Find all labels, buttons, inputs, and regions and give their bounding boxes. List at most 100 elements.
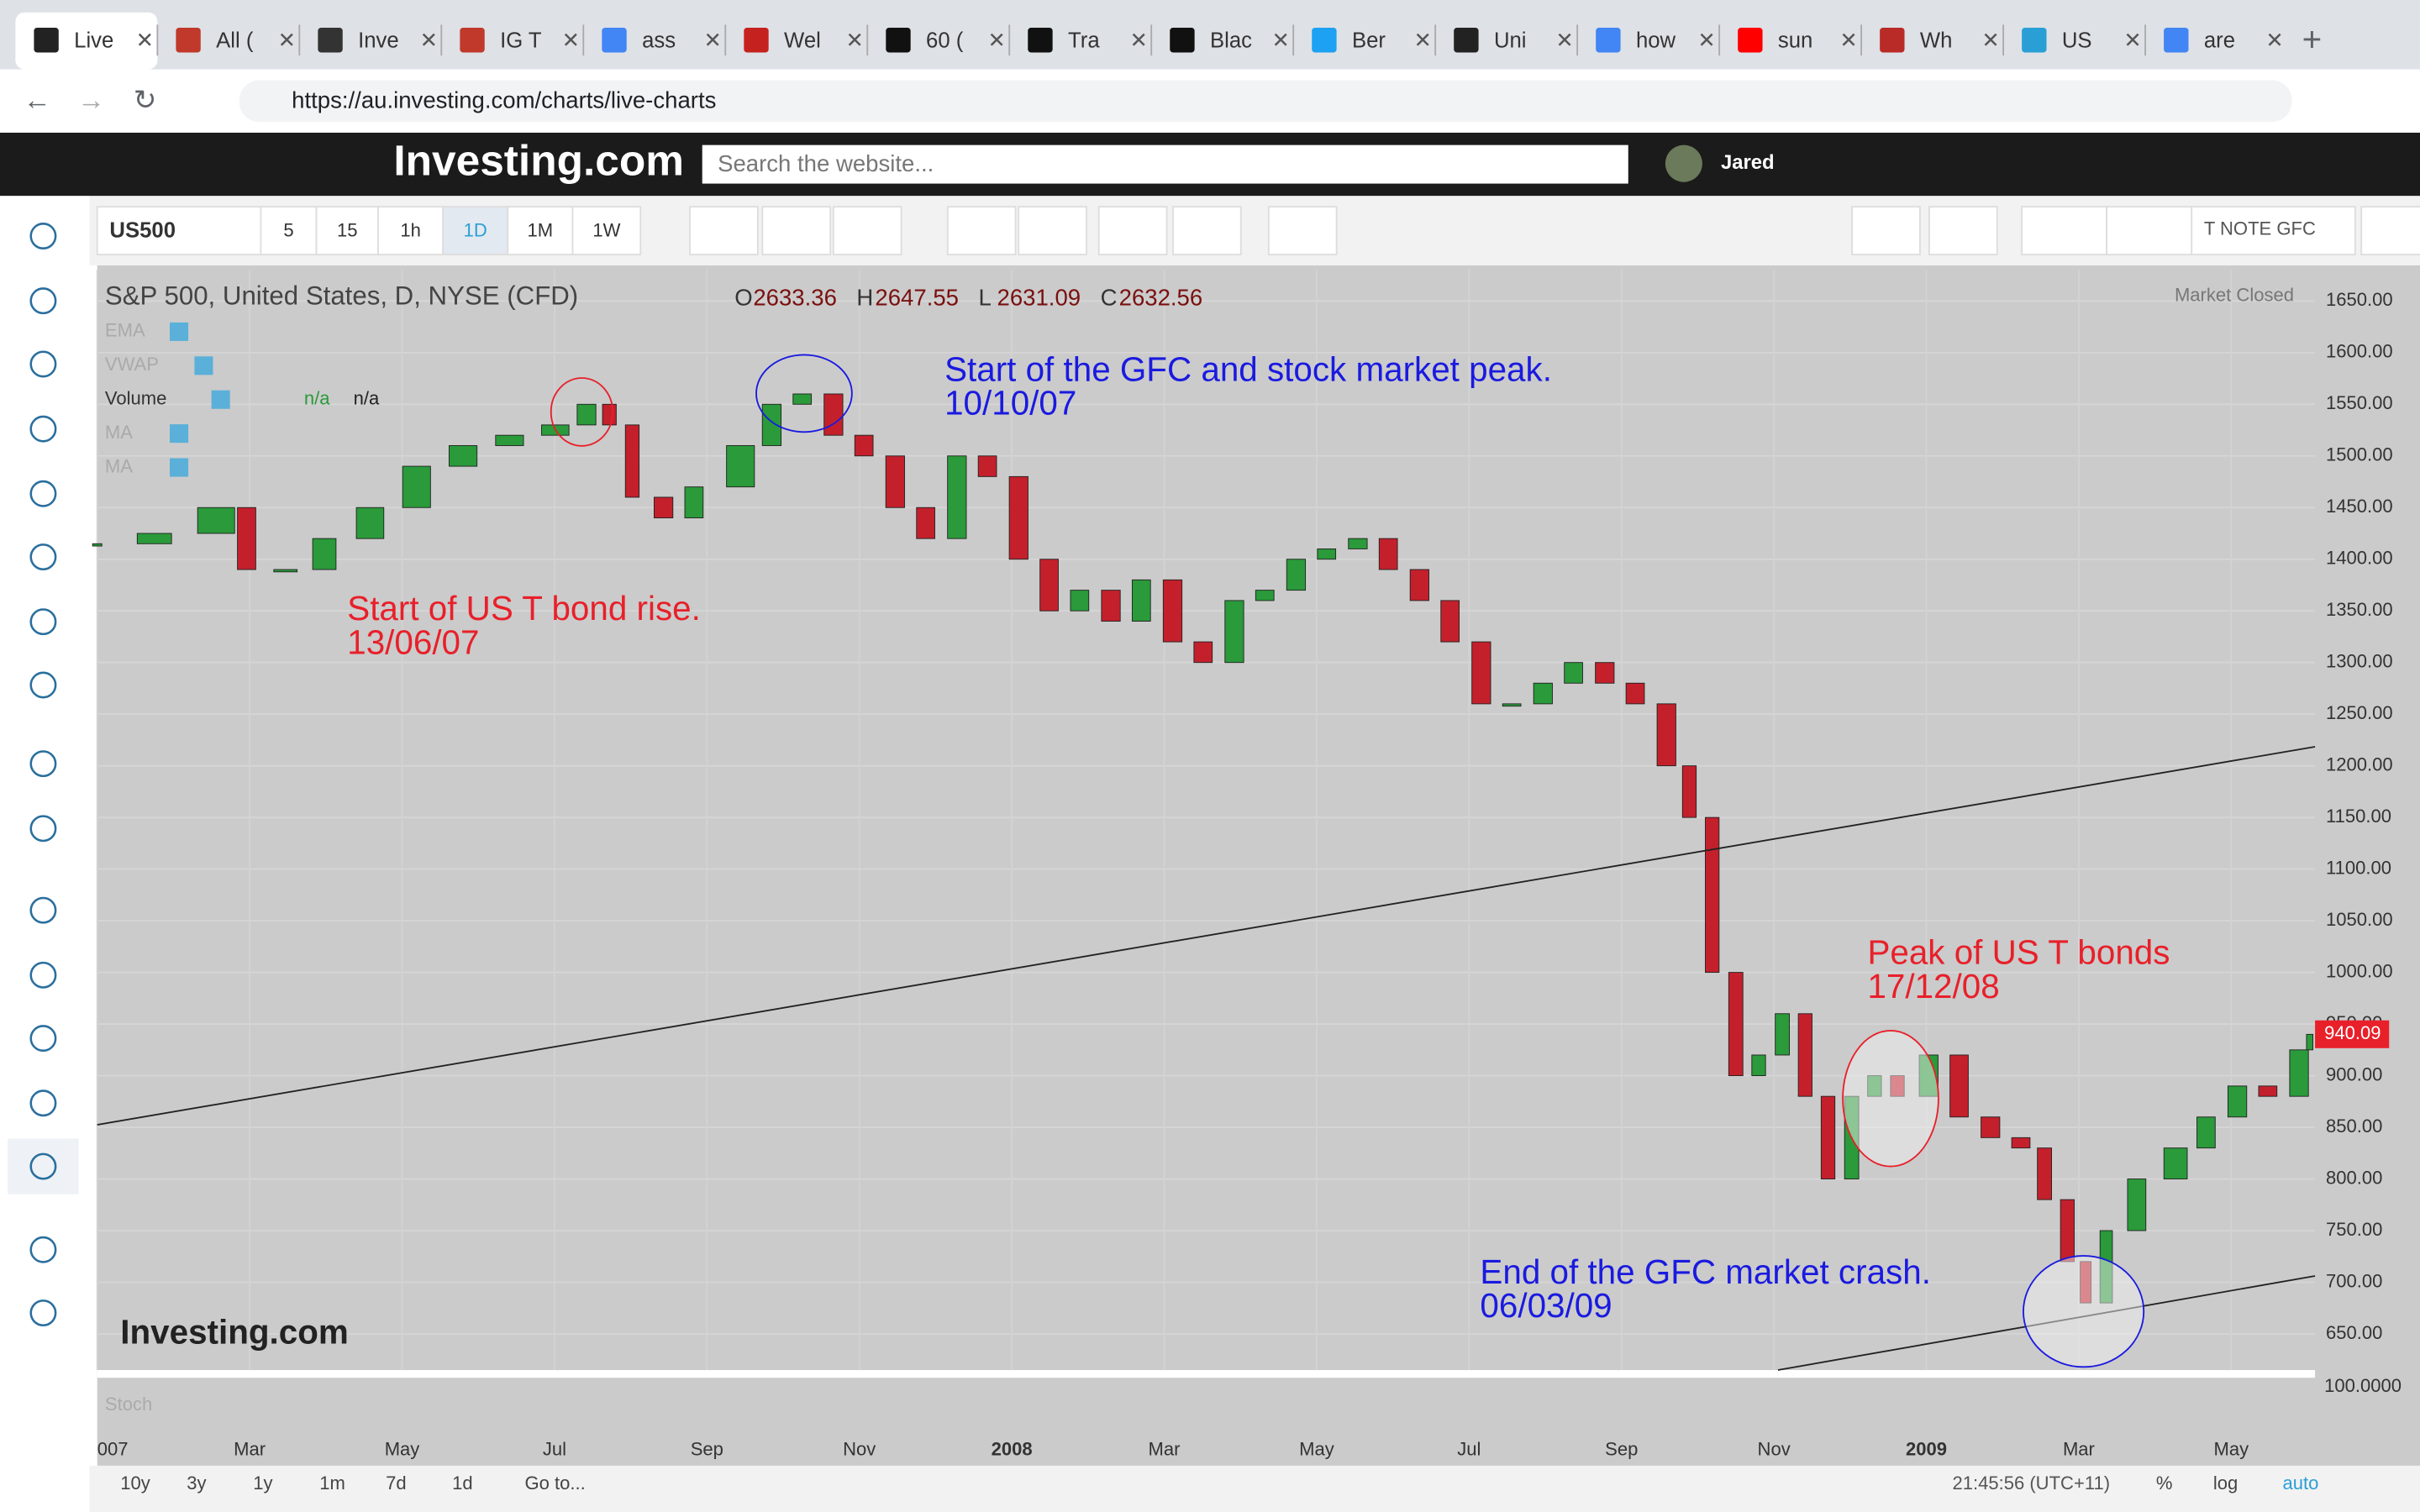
tab-title[interactable]: All ( bbox=[216, 29, 254, 52]
tool-icon[interactable] bbox=[29, 896, 57, 924]
tab-close[interactable]: ✕ bbox=[2265, 29, 2284, 52]
toolbar-button[interactable] bbox=[2360, 206, 2420, 255]
range-button[interactable]: 1d bbox=[452, 1473, 473, 1494]
tab-title[interactable]: Tra bbox=[1068, 29, 1100, 52]
tool-icon[interactable] bbox=[29, 1152, 57, 1180]
tab-close[interactable]: ✕ bbox=[1413, 29, 1432, 52]
tab-title[interactable]: Inve bbox=[358, 29, 399, 52]
tab-close[interactable]: ✕ bbox=[1555, 29, 1574, 52]
option-button[interactable]: % bbox=[2156, 1473, 2173, 1494]
toolbar-button[interactable] bbox=[832, 206, 902, 255]
toolbar-button[interactable] bbox=[1172, 206, 1242, 255]
tab-close[interactable]: ✕ bbox=[1697, 29, 1716, 52]
tool-icon[interactable] bbox=[29, 750, 57, 778]
interval-label[interactable]: 1M bbox=[528, 219, 554, 240]
tab-close[interactable]: ✕ bbox=[846, 29, 865, 52]
indicator-toggle[interactable] bbox=[170, 322, 189, 341]
option-button[interactable]: log bbox=[2213, 1473, 2238, 1494]
interval-label[interactable]: 15 bbox=[337, 219, 358, 240]
goto-button[interactable]: Go to... bbox=[524, 1473, 585, 1494]
tool-icon[interactable] bbox=[29, 815, 57, 843]
interval-button[interactable] bbox=[442, 206, 509, 255]
tab-title[interactable]: Wel bbox=[784, 29, 821, 52]
toolbar-button[interactable] bbox=[1018, 206, 1087, 255]
indicator-toggle[interactable] bbox=[170, 458, 189, 477]
url[interactable]: https://au.investing.com/charts/live-cha… bbox=[292, 87, 716, 113]
avatar[interactable] bbox=[1665, 144, 1702, 182]
toolbar-button[interactable] bbox=[689, 206, 759, 255]
option-button[interactable]: auto bbox=[2283, 1473, 2319, 1494]
tab-title[interactable]: Wh bbox=[1920, 29, 1953, 52]
tab-title[interactable]: 60 ( bbox=[926, 29, 964, 52]
tool-icon[interactable] bbox=[29, 961, 57, 989]
range-button[interactable]: 7d bbox=[386, 1473, 407, 1494]
tool-icon[interactable] bbox=[29, 1236, 57, 1263]
range-button[interactable]: 10y bbox=[120, 1473, 150, 1494]
range-button[interactable]: 1y bbox=[253, 1473, 272, 1494]
tab-title[interactable]: Blac bbox=[1210, 29, 1252, 52]
tab-active[interactable] bbox=[15, 12, 158, 70]
tab-close[interactable]: ✕ bbox=[704, 29, 723, 52]
tool-icon[interactable] bbox=[29, 223, 57, 249]
toolbar-button[interactable] bbox=[1851, 206, 1921, 255]
interval-button[interactable] bbox=[571, 206, 642, 255]
tool-icon[interactable] bbox=[29, 1299, 57, 1327]
template-box[interactable] bbox=[2191, 206, 2356, 255]
interval-label[interactable]: 5 bbox=[283, 219, 293, 240]
indicator-toggle[interactable] bbox=[170, 424, 189, 444]
new-tab[interactable]: + bbox=[2302, 19, 2323, 58]
indicator-toggle[interactable] bbox=[194, 356, 213, 375]
toolbar-button[interactable] bbox=[946, 206, 1017, 255]
tab-title[interactable]: IG T bbox=[500, 29, 542, 52]
tab-title[interactable]: Uni bbox=[1494, 29, 1527, 52]
interval-label[interactable]: 1D bbox=[464, 219, 487, 240]
tab-title[interactable]: sun bbox=[1778, 29, 1812, 52]
toolbar-button[interactable] bbox=[761, 206, 832, 255]
url-box[interactable] bbox=[239, 80, 2292, 123]
tab-close[interactable]: ✕ bbox=[562, 29, 581, 52]
search-box[interactable] bbox=[702, 144, 1628, 184]
toolbar-button[interactable] bbox=[2106, 206, 2193, 255]
range-button[interactable]: 3y bbox=[187, 1473, 206, 1494]
tool-icon[interactable] bbox=[29, 671, 57, 699]
indicator-toggle[interactable] bbox=[211, 390, 230, 409]
reload-button[interactable]: ↻ bbox=[134, 85, 157, 116]
site-logo[interactable]: Investing.com bbox=[393, 135, 684, 184]
forward-button[interactable]: → bbox=[77, 85, 105, 116]
tool-icon[interactable] bbox=[29, 415, 57, 443]
tab-title[interactable]: ass bbox=[642, 29, 676, 52]
interval-label[interactable]: 1W bbox=[592, 219, 620, 240]
tab-title[interactable]: Live bbox=[74, 29, 113, 52]
toolbar-button[interactable] bbox=[2021, 206, 2108, 255]
interval-label[interactable]: 1h bbox=[400, 219, 421, 240]
toolbar-button[interactable] bbox=[1267, 206, 1338, 255]
back-button[interactable]: ← bbox=[24, 85, 51, 116]
range-button[interactable]: 1m bbox=[319, 1473, 345, 1494]
tool-icon[interactable] bbox=[29, 543, 57, 571]
tab-close[interactable]: ✕ bbox=[2123, 29, 2142, 52]
tab-title[interactable]: how bbox=[1636, 29, 1676, 52]
tab-title[interactable]: Ber bbox=[1352, 29, 1386, 52]
tool-icon[interactable] bbox=[29, 608, 57, 636]
toolbar-button[interactable] bbox=[1928, 206, 1998, 255]
tab-close[interactable]: ✕ bbox=[1839, 29, 1858, 52]
tab-close[interactable]: ✕ bbox=[278, 29, 297, 52]
interval-button[interactable] bbox=[315, 206, 379, 255]
tab-close[interactable]: ✕ bbox=[136, 29, 155, 52]
symbol[interactable]: US500 bbox=[109, 218, 176, 242]
tab-title[interactable]: are bbox=[2204, 29, 2235, 52]
tool-icon[interactable] bbox=[29, 1025, 57, 1053]
interval-button[interactable] bbox=[377, 206, 445, 255]
toolbar-button[interactable] bbox=[1097, 206, 1168, 255]
tool-icon[interactable] bbox=[29, 480, 57, 507]
tool-icon[interactable] bbox=[29, 350, 57, 378]
tab-close[interactable]: ✕ bbox=[420, 29, 439, 52]
template[interactable]: T NOTE GFC bbox=[2204, 218, 2316, 239]
tab-close[interactable]: ✕ bbox=[1981, 29, 2000, 52]
tool-icon[interactable] bbox=[29, 1089, 57, 1117]
tab-close[interactable]: ✕ bbox=[1271, 29, 1290, 52]
tab-close[interactable]: ✕ bbox=[1129, 29, 1148, 52]
tool-icon[interactable] bbox=[29, 287, 57, 315]
tab-title[interactable]: US bbox=[2062, 29, 2092, 52]
tab-close[interactable]: ✕ bbox=[988, 29, 1007, 52]
